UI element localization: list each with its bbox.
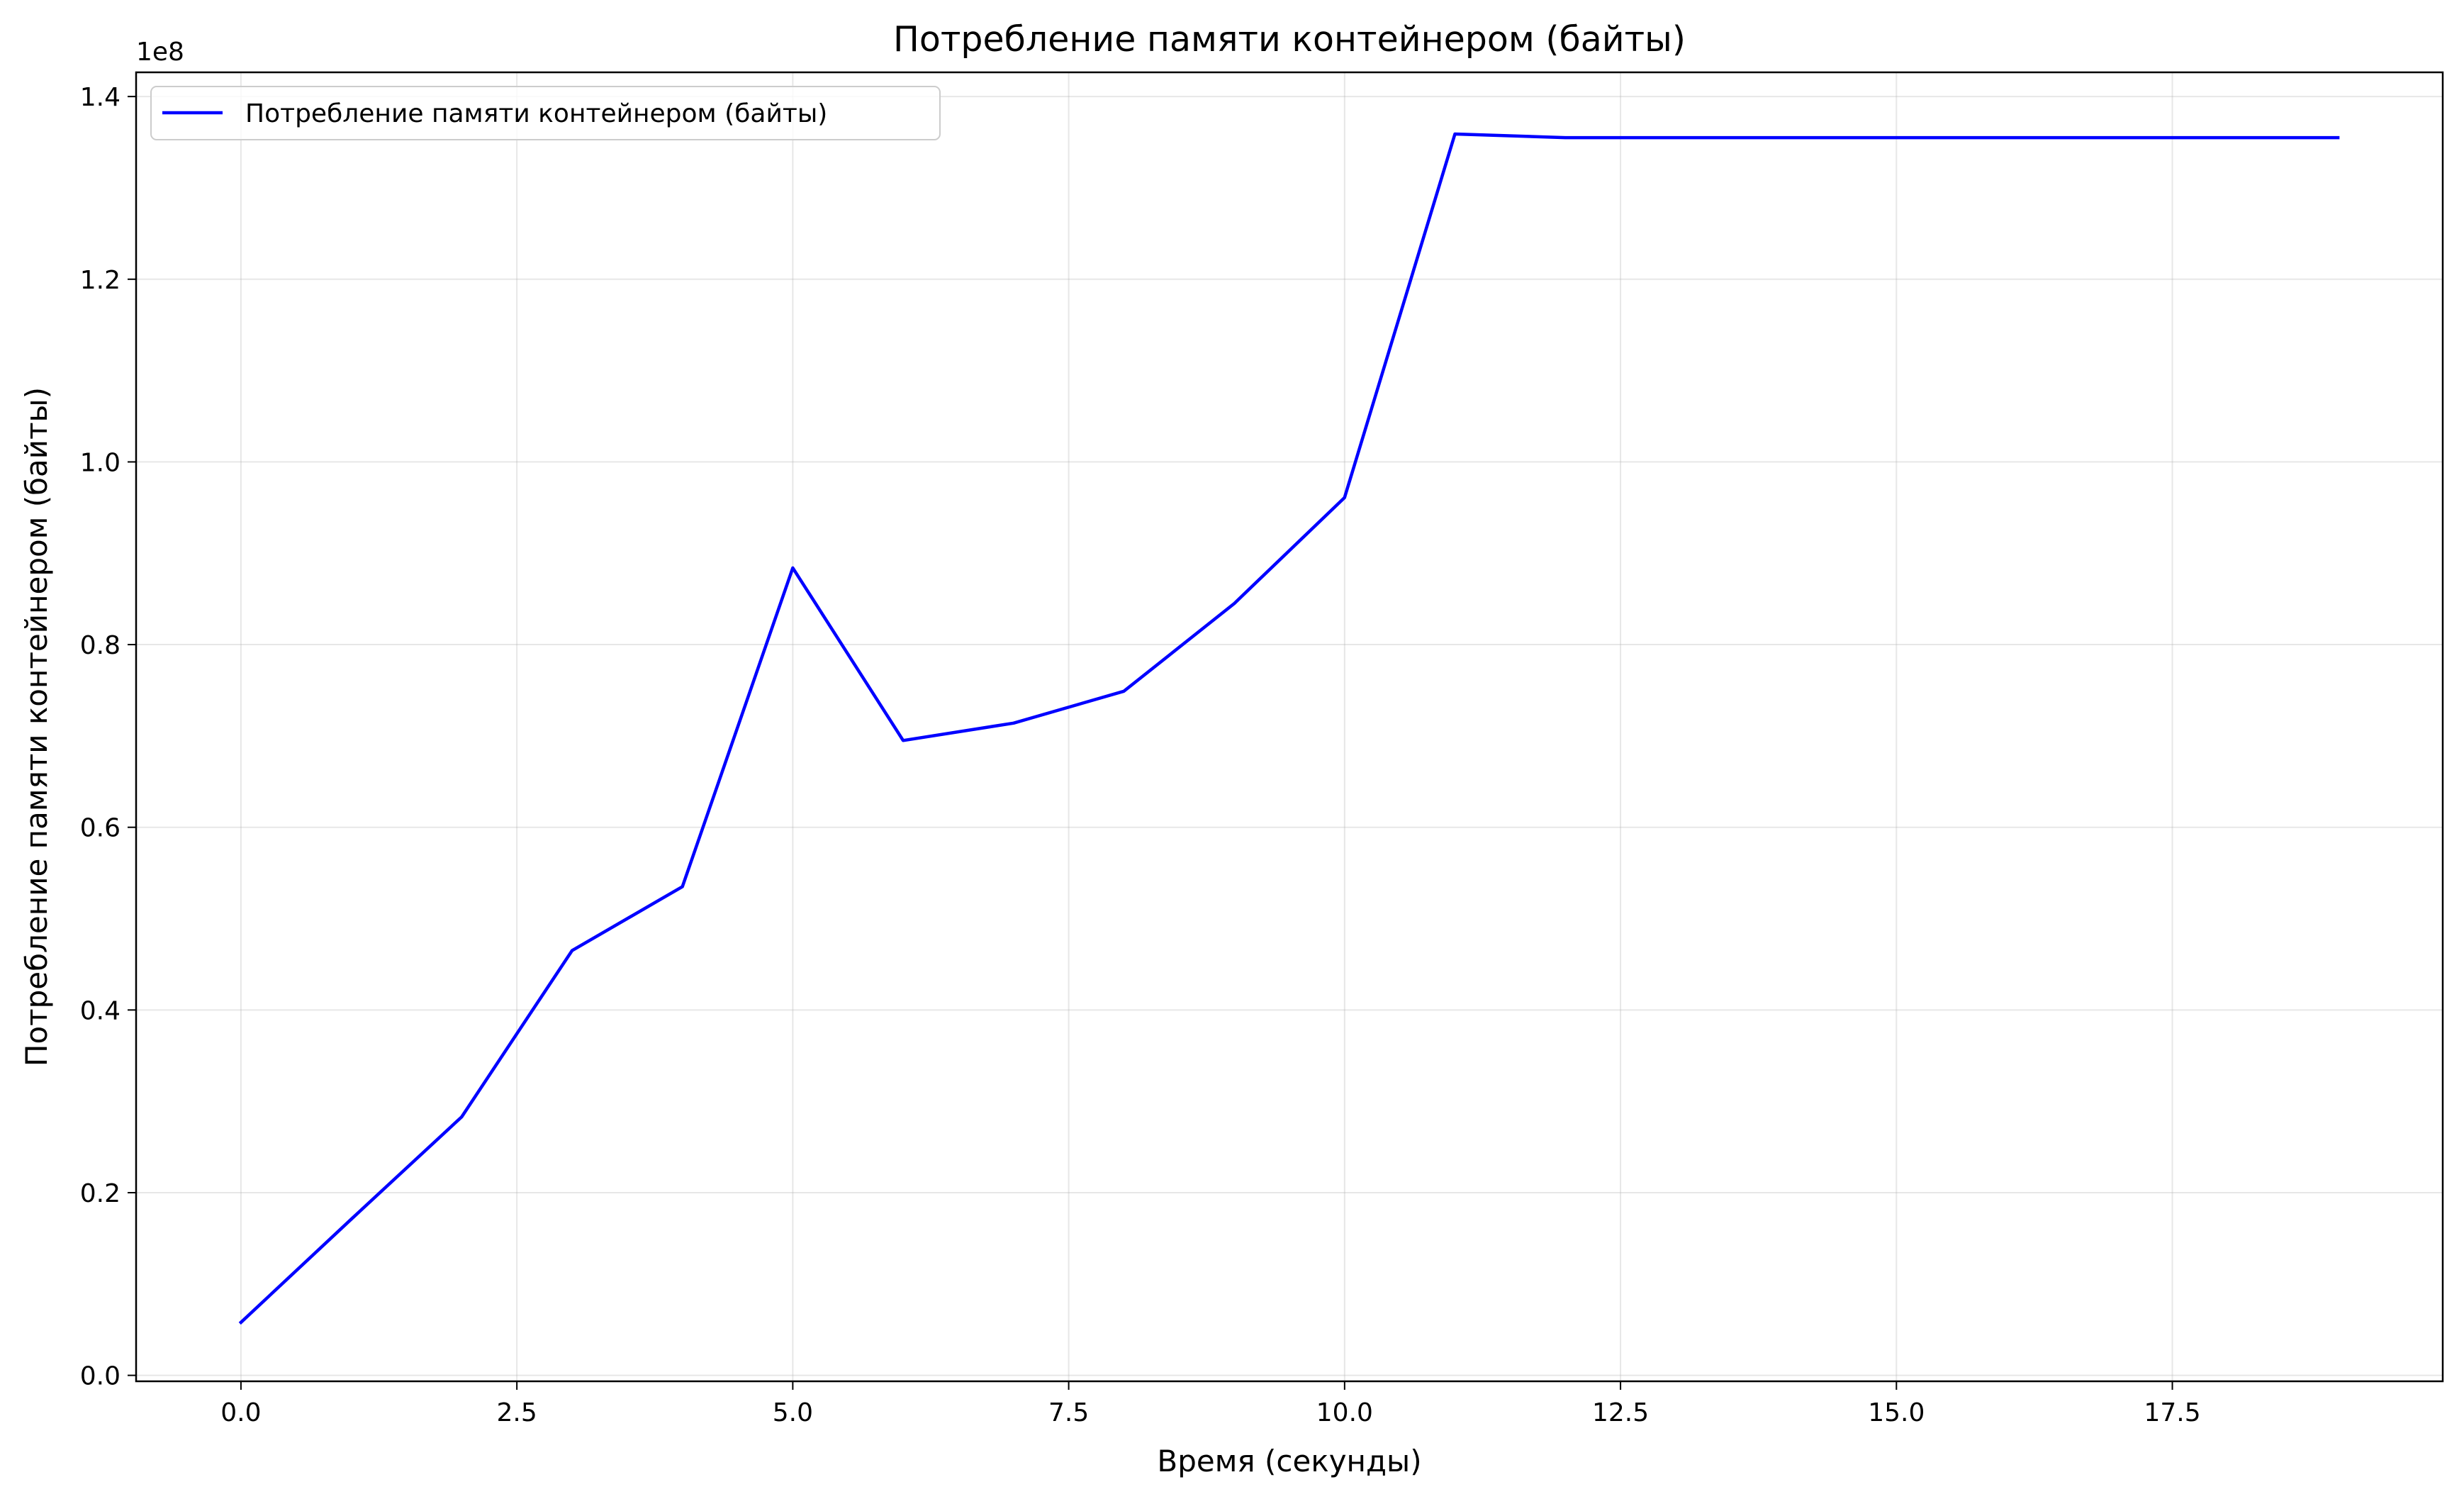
legend-box [150, 86, 941, 140]
series-line [238, 132, 2340, 1325]
x-tick-label: 15.0 [1868, 1398, 1925, 1427]
y-tick-label: 0.4 [80, 996, 121, 1025]
x-tick-label: 2.5 [497, 1398, 537, 1427]
y-tick-label: 0.0 [80, 1362, 121, 1391]
x-axis-label: Время (секунды) [1157, 1444, 1421, 1478]
y-axis-offset-label: 1e8 [136, 38, 184, 67]
x-tick-label: 17.5 [2144, 1398, 2200, 1427]
x-tick-label: 12.5 [1592, 1398, 1649, 1427]
y-tick-label: 0.8 [80, 631, 121, 660]
y-tick-label: 0.2 [80, 1179, 121, 1208]
y-axis-label: Потребление памяти контейнером (байты) [19, 387, 54, 1066]
chart-title: Потребление памяти контейнером (байты) [893, 19, 1686, 60]
x-tick-label: 7.5 [1048, 1398, 1089, 1427]
x-axis-ticks: 0.0 2.5 5.0 7.5 10.0 12.5 15.0 17.5 [220, 1381, 2201, 1427]
legend-label: Потребление памяти контейнером (байты) [245, 99, 827, 128]
y-tick-label: 0.6 [80, 814, 121, 843]
y-axis-ticks: 0.0 0.2 0.4 0.6 0.8 1.0 1.2 1.4 [80, 83, 136, 1391]
plot-frame [135, 71, 2444, 1383]
y-tick-label: 1.4 [80, 83, 121, 112]
x-tick-label: 5.0 [773, 1398, 813, 1427]
y-tick-label: 1.2 [80, 266, 121, 295]
x-tick-label: 10.0 [1316, 1398, 1373, 1427]
legend: Потребление памяти контейнером (байты) [150, 86, 941, 140]
series-layer [238, 132, 2340, 1325]
grid [136, 72, 2443, 1381]
y-tick-label: 1.0 [80, 448, 121, 477]
x-tick-label: 0.0 [220, 1398, 261, 1427]
